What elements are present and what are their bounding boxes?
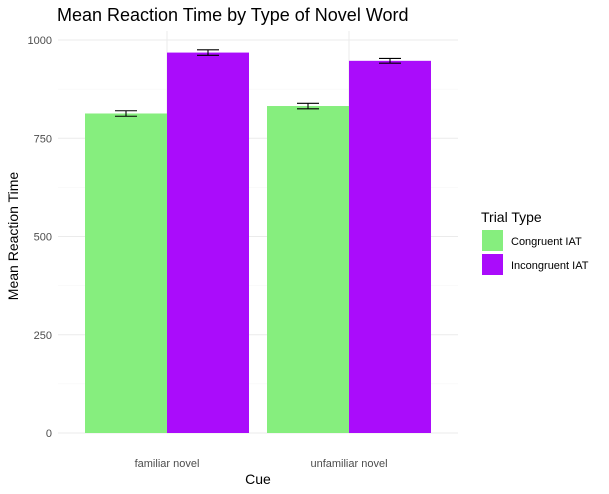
y-tick-label: 500 (34, 232, 52, 244)
bar-congruent-iat-familiar-novel (85, 113, 167, 433)
chart-title: Mean Reaction Time by Type of Novel Word (57, 5, 409, 25)
legend-item-incongruent-iat: Incongruent IAT (482, 254, 589, 275)
x-tick-label: unfamiliar novel (310, 458, 387, 470)
legend-title: Trial Type (481, 209, 542, 225)
legend-items: Congruent IAT Incongruent IAT (482, 230, 589, 275)
y-tick-label: 1000 (28, 35, 52, 47)
legend-swatch (482, 230, 503, 251)
error-bar-congruent-iat-familiar-novel (115, 110, 137, 117)
x-axis-ticks: familiar novel unfamiliar novel (135, 458, 388, 470)
legend-label: Congruent IAT (511, 236, 582, 248)
error-bar-congruent-iat-unfamiliar-novel (297, 102, 319, 110)
legend-label: Incongruent IAT (511, 260, 589, 272)
bar-incongruent-iat-unfamiliar-novel (349, 60, 431, 433)
bar-incongruent-iat-familiar-novel (167, 52, 249, 434)
y-tick-label: 750 (34, 133, 52, 145)
error-bars (115, 49, 401, 117)
bar-congruent-iat-unfamiliar-novel (267, 106, 349, 434)
legend: Trial Type Congruent IAT Incongruent IAT (481, 209, 589, 275)
error-bar-incongruent-iat-unfamiliar-novel (379, 57, 401, 64)
error-bar-incongruent-iat-familiar-novel (197, 49, 219, 56)
legend-item-congruent-iat: Congruent IAT (482, 230, 582, 251)
y-tick-label: 250 (34, 330, 52, 342)
y-tick-label: 0 (46, 428, 52, 440)
y-axis-ticks: 0 250 500 750 1000 (28, 35, 52, 440)
x-tick-label: familiar novel (135, 458, 200, 470)
bars (85, 52, 431, 434)
legend-swatch (482, 254, 503, 275)
y-axis-title: Mean Reaction Time (5, 172, 21, 301)
x-axis-title: Cue (245, 471, 271, 487)
